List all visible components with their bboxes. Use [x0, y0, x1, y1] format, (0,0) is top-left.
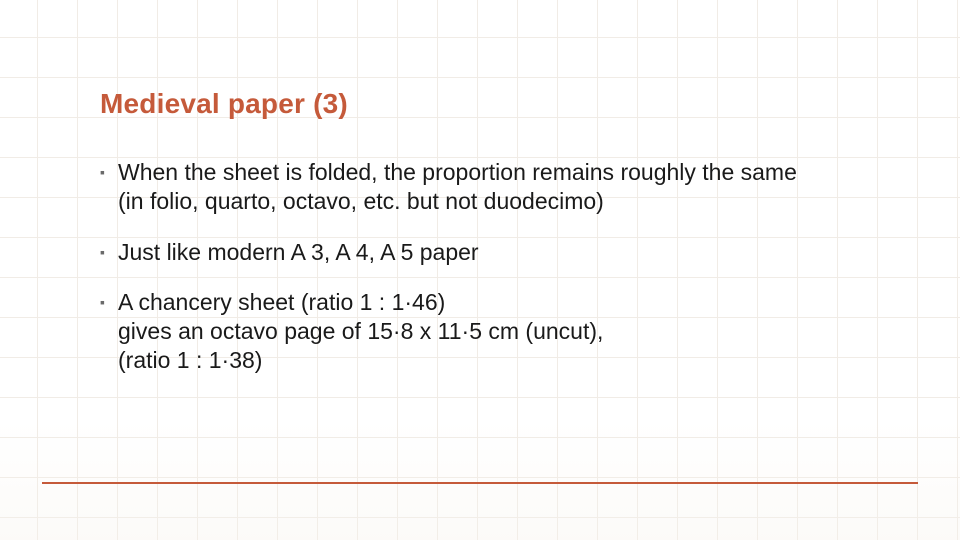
bullet-text: A chancery sheet (ratio 1 : 1·46) gives … [118, 288, 860, 374]
bullet-marker-icon: ▪ [100, 288, 118, 316]
list-item: ▪ A chancery sheet (ratio 1 : 1·46) give… [100, 288, 860, 374]
bullet-text: When the sheet is folded, the proportion… [118, 158, 860, 216]
bullet-marker-icon: ▪ [100, 238, 118, 266]
list-item: ▪ When the sheet is folded, the proporti… [100, 158, 860, 216]
list-item: ▪ Just like modern A 3, A 4, A 5 paper [100, 238, 860, 267]
slide-content: Medieval paper (3) ▪ When the sheet is f… [0, 0, 960, 375]
bullet-marker-icon: ▪ [100, 158, 118, 186]
bullet-text: Just like modern A 3, A 4, A 5 paper [118, 238, 860, 267]
slide-title: Medieval paper (3) [100, 88, 860, 120]
bullet-list: ▪ When the sheet is folded, the proporti… [100, 158, 860, 375]
divider-rule [42, 482, 918, 484]
background-shade [0, 420, 960, 540]
